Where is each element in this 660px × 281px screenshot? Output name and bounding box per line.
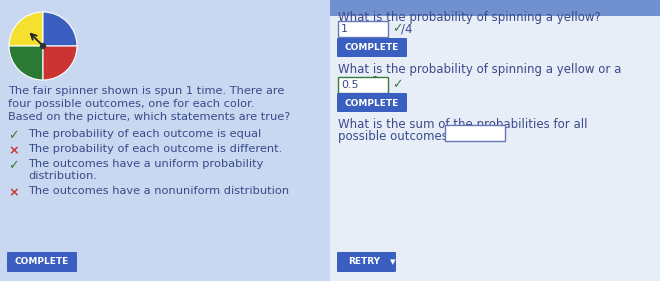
FancyBboxPatch shape [7, 252, 77, 272]
Text: green?: green? [338, 75, 378, 88]
Text: distribution.: distribution. [28, 171, 97, 181]
Text: possible outcomes?: possible outcomes? [338, 130, 461, 143]
Text: What is the sum of the probabilities for all: What is the sum of the probabilities for… [338, 118, 587, 131]
Text: The probability of each outcome is different.: The probability of each outcome is diffe… [28, 144, 282, 154]
Text: ×: × [8, 186, 18, 199]
Text: RETRY: RETRY [348, 257, 380, 266]
Text: What is the probability of spinning a yellow or a: What is the probability of spinning a ye… [338, 63, 621, 76]
FancyBboxPatch shape [338, 77, 388, 93]
Text: ×: × [8, 144, 18, 157]
Text: four possible outcomes, one for each color.: four possible outcomes, one for each col… [8, 99, 255, 109]
FancyBboxPatch shape [445, 125, 505, 141]
FancyBboxPatch shape [337, 93, 407, 112]
Text: The outcomes have a uniform probability: The outcomes have a uniform probability [28, 159, 263, 169]
Text: The fair spinner shown is spun 1 time. There are: The fair spinner shown is spun 1 time. T… [8, 86, 284, 96]
Text: ✓: ✓ [392, 22, 403, 35]
Wedge shape [9, 12, 43, 46]
Bar [330, 0, 660, 281]
Text: COMPLETE: COMPLETE [345, 99, 399, 108]
Wedge shape [43, 12, 77, 46]
Text: ✓: ✓ [8, 159, 18, 172]
Text: ✓: ✓ [392, 78, 403, 92]
Text: Based on the picture, which statements are true?: Based on the picture, which statements a… [8, 112, 290, 122]
Wedge shape [9, 46, 43, 80]
Text: ✓: ✓ [8, 129, 18, 142]
FancyBboxPatch shape [338, 21, 388, 37]
Circle shape [40, 44, 46, 49]
Text: ▾: ▾ [390, 257, 395, 267]
Bar [330, 0, 660, 16]
Text: What is the probability of spinning a yellow?: What is the probability of spinning a ye… [338, 11, 601, 24]
Text: The outcomes have a nonuniform distribution: The outcomes have a nonuniform distribut… [28, 186, 289, 196]
FancyBboxPatch shape [337, 252, 396, 272]
Text: /4: /4 [401, 22, 412, 35]
Text: The probability of each outcome is equal: The probability of each outcome is equal [28, 129, 261, 139]
Text: COMPLETE: COMPLETE [345, 44, 399, 53]
Text: 0.5: 0.5 [341, 80, 358, 90]
Text: COMPLETE: COMPLETE [15, 257, 69, 266]
FancyBboxPatch shape [337, 38, 407, 57]
Text: 1: 1 [341, 24, 348, 34]
Wedge shape [43, 46, 77, 80]
